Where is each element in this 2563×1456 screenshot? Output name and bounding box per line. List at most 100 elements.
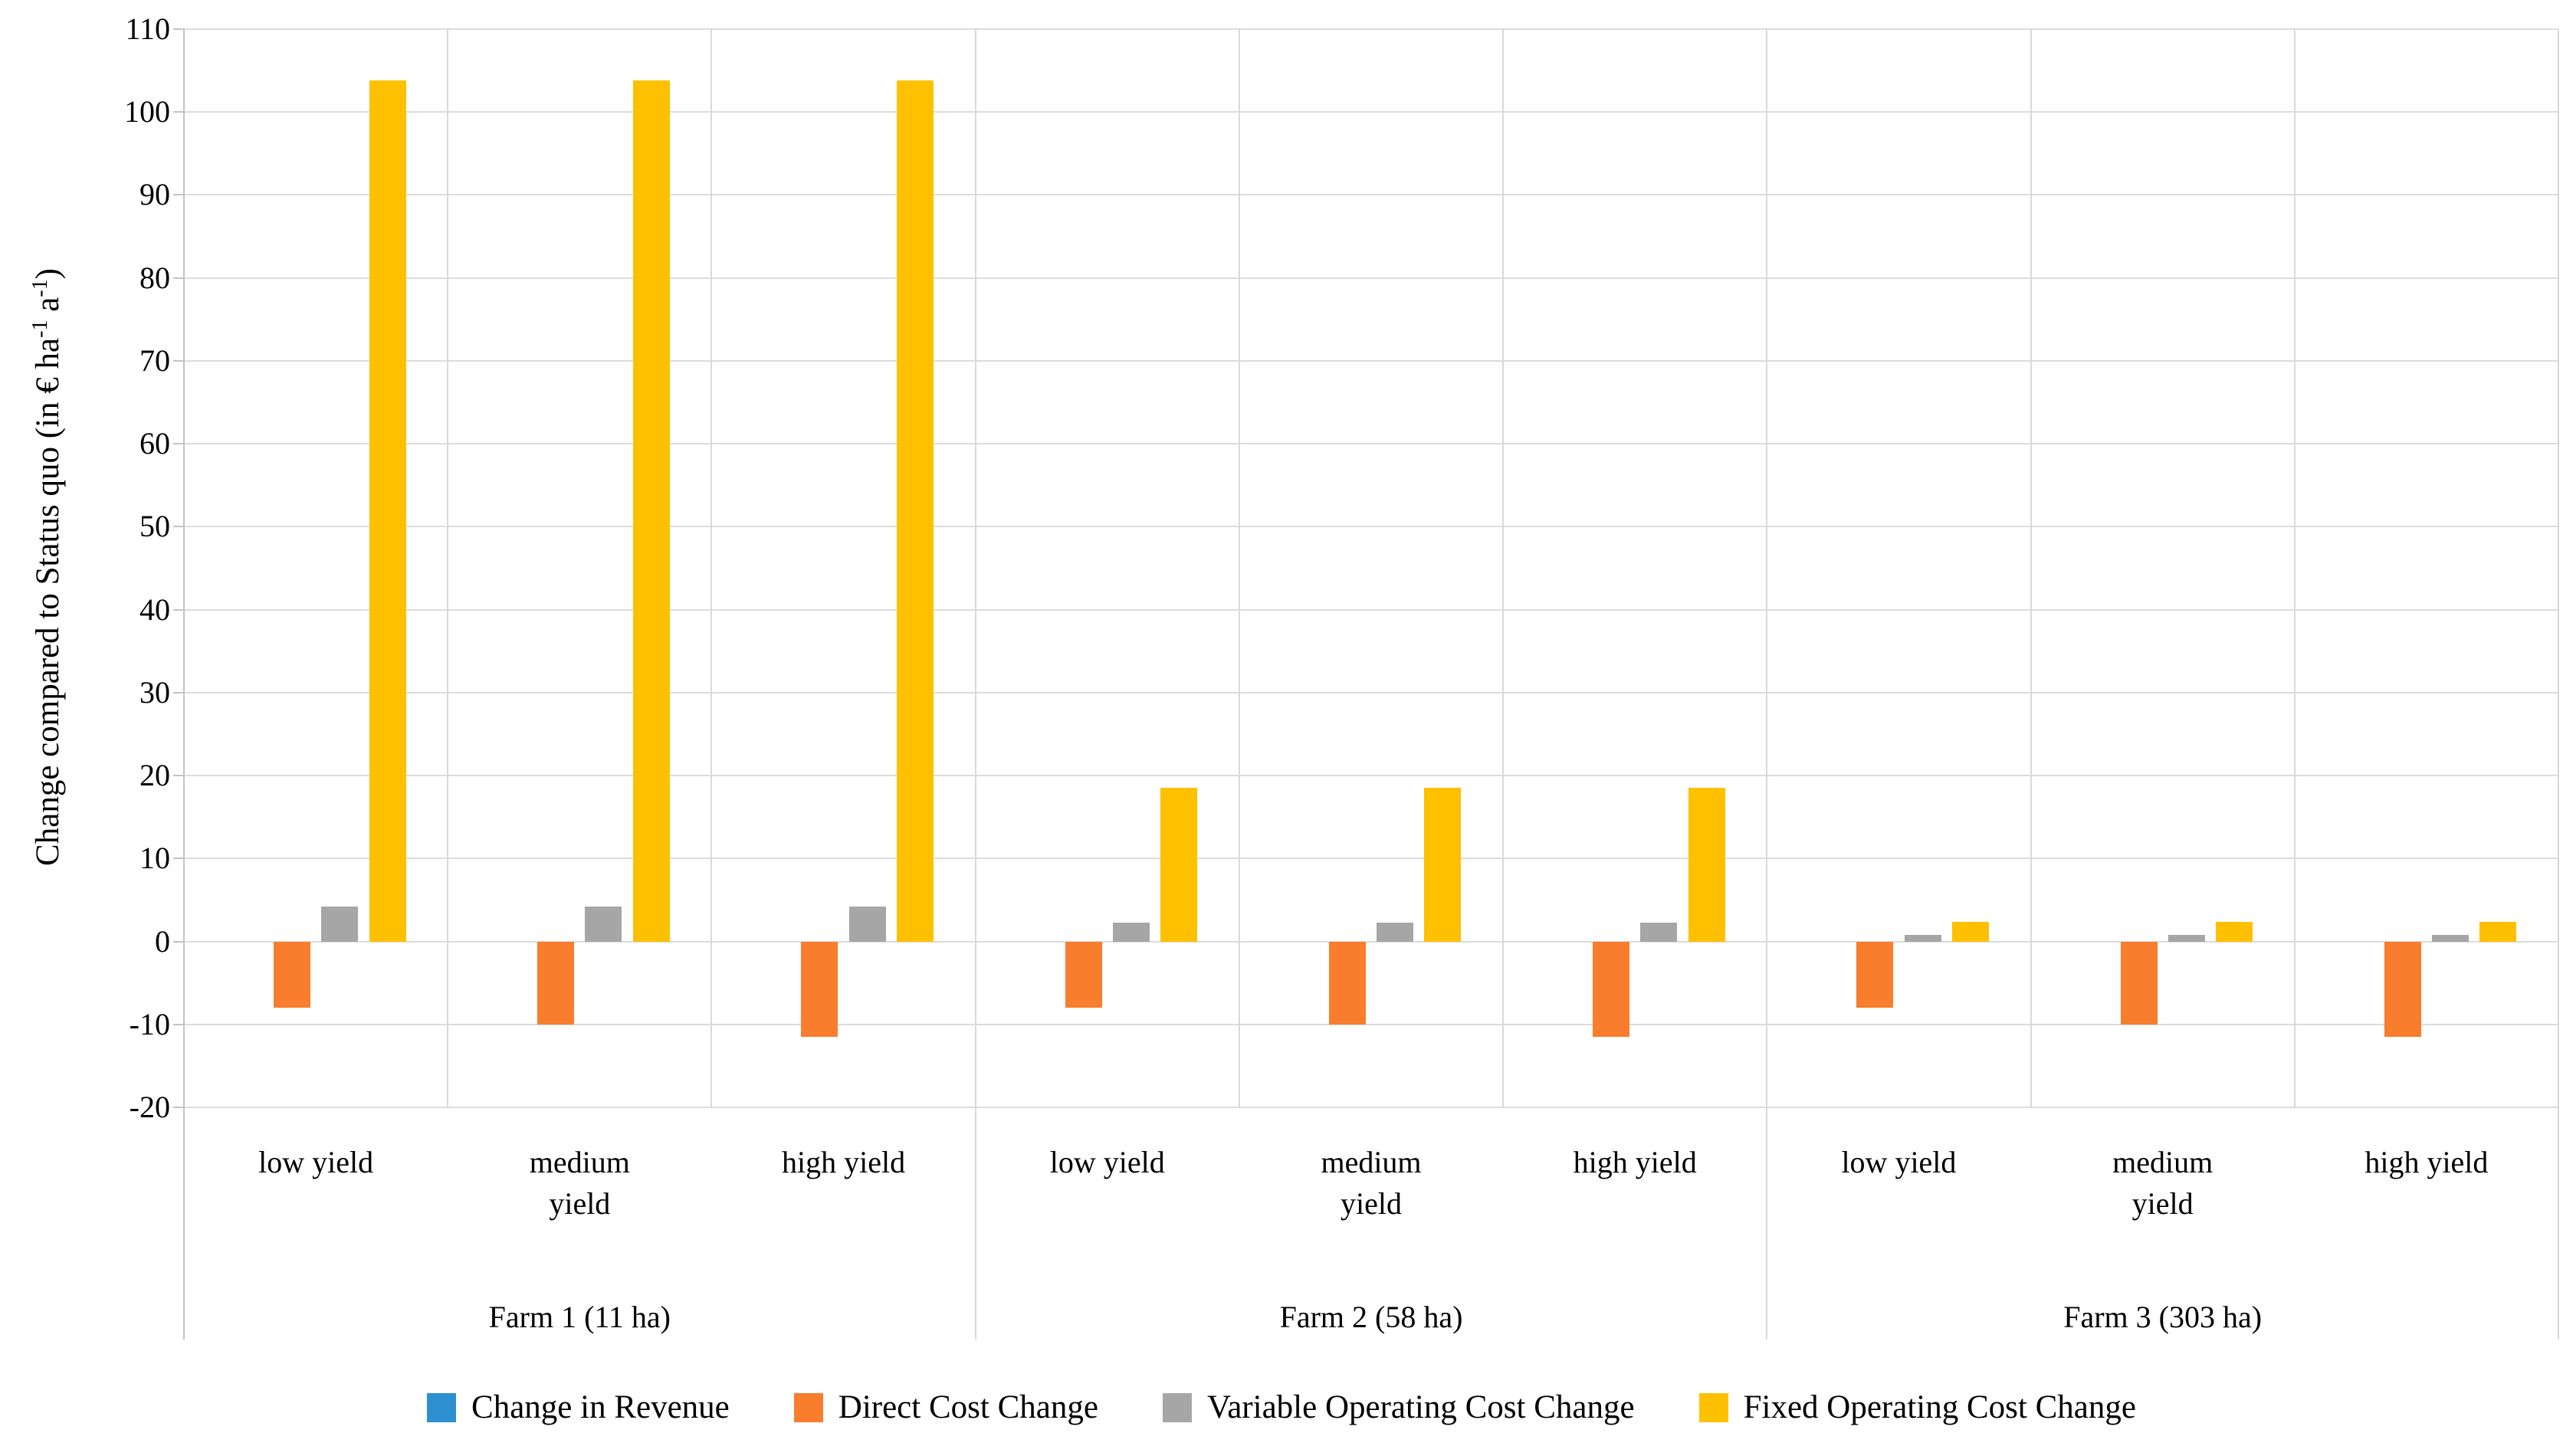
category-separator-line (1238, 29, 1240, 1107)
category-label: high yield (1573, 1145, 1697, 1179)
bar-fixed-operating-cost-change (1688, 788, 1725, 942)
legend-label: Direct Cost Change (838, 1389, 1098, 1425)
category-separator-line (710, 29, 713, 1107)
y-axis-tick-mark (173, 526, 184, 528)
gridline (184, 194, 2558, 196)
y-axis-tick-mark (173, 858, 184, 860)
legend: Change in Revenue Direct Cost Change Varia… (0, 1389, 2563, 1426)
legend-color-swatch (427, 1392, 457, 1422)
category-label: medium yield (2112, 1145, 2214, 1221)
y-axis-tick-label: 10 (139, 841, 170, 876)
farm-group-label: Farm 1 (11 ha) (488, 1300, 671, 1334)
bar-fixed-operating-cost-change (1424, 788, 1462, 942)
farm-separator-line (1766, 29, 1768, 1340)
legend-item: Fixed Operating Cost Change (1698, 1389, 2136, 1426)
y-axis-tick-mark (173, 1107, 184, 1108)
bar-variable-operating-cost-change (1112, 922, 1150, 942)
bar-direct-cost-change (273, 941, 310, 1008)
farm-group-label: Farm 2 (58 ha) (1279, 1300, 1463, 1334)
y-axis-title-mid: a (30, 297, 67, 320)
y-axis-tick-label: 110 (125, 11, 170, 46)
y-axis-tick-label: 100 (124, 94, 170, 130)
bar-variable-operating-cost-change (321, 907, 359, 942)
legend-label: Variable Operating Cost Change (1206, 1389, 1635, 1425)
y-axis-tick-label: 70 (139, 343, 170, 378)
y-axis-tick-label: -20 (129, 1090, 170, 1124)
bar-direct-cost-change (2384, 941, 2421, 1037)
gridline (184, 111, 2558, 113)
category-separator-line (2293, 29, 2296, 1107)
gridline (184, 526, 2558, 528)
bar-direct-cost-change (1065, 941, 1102, 1008)
farm-separator-line (974, 29, 976, 1340)
y-axis-tick-mark (173, 691, 184, 694)
gridline (184, 940, 2558, 943)
bar-fixed-operating-cost-change (897, 80, 934, 942)
category-label: medium yield (529, 1145, 630, 1221)
category-separator-line (1502, 29, 1505, 1107)
gridline (184, 443, 2558, 445)
category-separator-line (2030, 29, 2032, 1107)
legend-item: Change in Revenue (427, 1389, 730, 1426)
category-label: high yield (2364, 1145, 2489, 1179)
y-axis-tick-mark (173, 1023, 184, 1025)
y-axis-tick-mark (173, 28, 184, 30)
y-axis-title-sup1: -1 (28, 320, 52, 338)
bar-variable-operating-cost-change (1377, 922, 1414, 942)
y-axis-tick-mark (173, 443, 184, 445)
bar-direct-cost-change (1328, 941, 1366, 1025)
gridline (184, 1107, 2558, 1108)
gridline (184, 858, 2558, 860)
y-axis-tick-mark (173, 359, 184, 362)
y-axis-tick-label: 0 (155, 923, 170, 959)
bar-direct-cost-change (1856, 941, 1894, 1008)
category-label: medium yield (1321, 1145, 1422, 1221)
y-axis-tick-label: 60 (139, 426, 170, 461)
y-axis-tick-mark (173, 194, 184, 196)
category-label: low yield (1049, 1145, 1165, 1179)
y-axis-tick-mark (173, 775, 184, 777)
y-axis-tick-label: 30 (139, 674, 170, 710)
y-axis-tick-mark (173, 111, 184, 113)
gridline (184, 691, 2558, 694)
bar-variable-operating-cost-change (1904, 934, 1941, 942)
bar-variable-operating-cost-change (848, 907, 886, 942)
y-axis-tick-label: 20 (139, 758, 170, 793)
y-axis-tick-label: 80 (139, 260, 170, 295)
y-axis-tick-mark (173, 277, 184, 279)
bar-fixed-operating-cost-change (369, 80, 406, 942)
farm-group-label: Farm 3 (303 ha) (2063, 1300, 2263, 1334)
bar-fixed-operating-cost-change (2216, 921, 2253, 942)
bar-fixed-operating-cost-change (1951, 921, 1989, 942)
y-axis-tick-label: 90 (139, 177, 170, 212)
legend-label: Fixed Operating Cost Change (1743, 1389, 2136, 1425)
bar-variable-operating-cost-change (2432, 934, 2469, 942)
gridline (184, 359, 2558, 362)
bar-direct-cost-change (537, 941, 575, 1025)
bar-fixed-operating-cost-change (2479, 921, 2517, 942)
bar-fixed-operating-cost-change (632, 80, 670, 942)
bar-fixed-operating-cost-change (1160, 788, 1198, 942)
farm-separator-line (2558, 29, 2559, 1340)
legend-item: Variable Operating Cost Change (1162, 1389, 1635, 1426)
bar-direct-cost-change (2120, 941, 2158, 1025)
y-axis-tick-label: 50 (139, 509, 170, 544)
bar-direct-cost-change (1593, 941, 1630, 1037)
bar-variable-operating-cost-change (2168, 934, 2205, 942)
legend-color-swatch (793, 1392, 823, 1422)
category-label: high yield (782, 1145, 906, 1179)
category-label: low yield (1841, 1145, 1957, 1179)
bar-direct-cost-change (801, 941, 838, 1037)
bar-variable-operating-cost-change (1640, 922, 1678, 942)
category-separator-line (447, 29, 449, 1107)
legend-color-swatch (1698, 1392, 1728, 1422)
gridline (184, 1023, 2558, 1025)
y-axis-line (183, 29, 185, 1340)
gridline (184, 608, 2558, 611)
legend-color-swatch (1162, 1392, 1192, 1422)
legend-item: Direct Cost Change (793, 1389, 1098, 1426)
y-axis-tick-label: 40 (139, 592, 170, 627)
gridline (184, 775, 2558, 777)
category-label: low yield (258, 1145, 374, 1179)
